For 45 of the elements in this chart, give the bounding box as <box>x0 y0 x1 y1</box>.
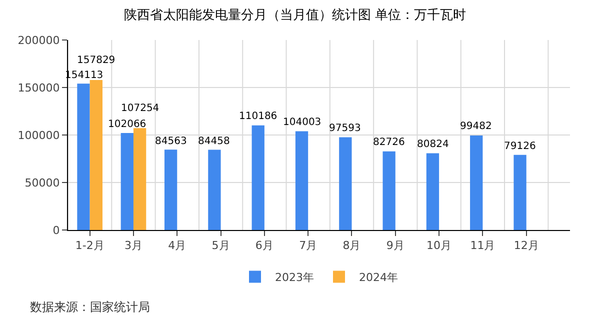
x-tick-label: 9月 <box>386 239 404 252</box>
y-tick-label: 150000 <box>18 81 60 94</box>
data-label: 79126 <box>504 141 536 152</box>
chart-title: 陕西省太阳能发电量分月（当月值）统计图 单位：万千瓦时 <box>124 8 466 23</box>
bar <box>252 125 264 230</box>
bar <box>426 153 440 230</box>
x-tick-label: 6月 <box>255 239 274 252</box>
x-tick-label: 3月 <box>124 239 142 252</box>
bar <box>470 135 483 230</box>
data-label: 102066 <box>108 119 146 130</box>
x-tick-label: 7月 <box>299 239 318 252</box>
x-tick-label: 1-2月 <box>75 239 104 252</box>
legend-label: 2023年 <box>275 271 314 284</box>
data-label: 97593 <box>329 123 361 134</box>
bar <box>295 131 308 230</box>
source-note: 数据来源：国家统计局 <box>30 300 150 314</box>
data-label: 80824 <box>417 139 449 150</box>
bar <box>120 133 134 230</box>
x-tick-label: 10月 <box>426 239 452 252</box>
bar <box>382 151 396 230</box>
bar <box>90 80 102 230</box>
y-tick-label: 200000 <box>18 34 60 47</box>
bar <box>133 128 146 230</box>
y-tick-label: 50000 <box>24 176 60 190</box>
y-tick-label: 0 <box>52 224 60 237</box>
legend-label: 2024年 <box>359 271 398 284</box>
bar <box>77 84 90 230</box>
data-label: 82726 <box>373 137 405 148</box>
bar <box>208 150 221 230</box>
bar <box>339 137 352 230</box>
bar <box>514 154 526 230</box>
data-label: 84458 <box>198 136 230 147</box>
data-label: 110186 <box>239 111 278 122</box>
x-tick-label: 11月 <box>470 239 496 252</box>
data-label: 84563 <box>155 136 187 147</box>
x-tick-label: 5月 <box>212 239 230 252</box>
data-label: 104003 <box>283 117 322 128</box>
bar <box>164 150 178 230</box>
x-tick-label: 8月 <box>342 239 361 252</box>
data-label: 157829 <box>77 55 116 66</box>
x-tick-label: 4月 <box>168 239 186 252</box>
data-label: 99482 <box>460 121 492 132</box>
x-tick-label: 12月 <box>514 239 539 252</box>
y-tick-label: 100000 <box>18 128 60 142</box>
data-label: 107254 <box>121 103 160 114</box>
